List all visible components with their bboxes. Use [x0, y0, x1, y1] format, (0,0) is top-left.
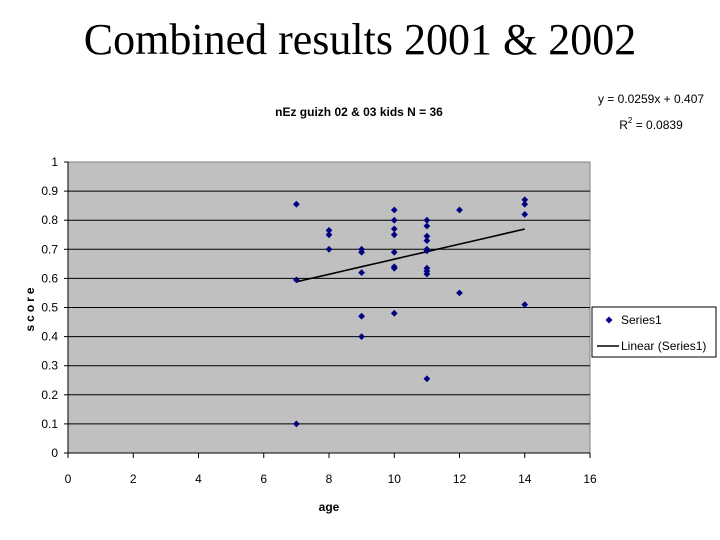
- data-point: [521, 200, 529, 208]
- r-squared-label: R2 = 0.0839: [619, 116, 683, 132]
- data-point: [521, 211, 529, 218]
- x-tick-label: 6: [260, 472, 267, 486]
- data-point: [423, 237, 431, 244]
- data-point: [325, 231, 333, 239]
- y-tick-label: 0: [51, 446, 58, 460]
- data-point: [423, 216, 431, 224]
- r-squared-superscript: 2: [628, 116, 633, 125]
- data-point: [390, 216, 398, 224]
- data-point: [423, 270, 431, 278]
- data-point: [358, 333, 365, 340]
- gridlines: [68, 190, 590, 425]
- x-tick-label: 12: [453, 472, 467, 486]
- chart-title: nEz guizh 02 & 03 kids N = 36: [275, 105, 443, 119]
- y-tick-label: 0.2: [41, 388, 58, 402]
- data-point: [293, 420, 300, 428]
- y-tick-label: 1: [51, 155, 58, 169]
- data-point: [325, 227, 333, 234]
- data-point: [423, 222, 431, 230]
- data-point: [423, 375, 431, 383]
- data-point: [521, 196, 529, 204]
- y-axis-label: score: [23, 284, 37, 331]
- x-tick-label: 0: [65, 472, 72, 486]
- x-axis-label: age: [319, 500, 340, 514]
- data-point: [390, 248, 398, 256]
- y-tick-label: 0.1: [41, 417, 58, 431]
- data-point: [390, 225, 398, 233]
- legend-box: [591, 306, 717, 358]
- y-tick-label: 0.7: [41, 242, 58, 256]
- data-point: [358, 248, 365, 256]
- legend: Series1 Linear (Series1): [591, 306, 717, 358]
- y-tick-label: 0.6: [41, 271, 58, 285]
- data-point: [423, 232, 431, 240]
- trendline: [296, 228, 525, 283]
- trendline-layer: [296, 228, 525, 283]
- x-tick-label: 8: [326, 472, 333, 486]
- legend-label-series1: Series1: [621, 313, 662, 327]
- data-point: [293, 200, 300, 208]
- x-tick-label: 4: [195, 472, 202, 486]
- data-point: [358, 312, 365, 320]
- r-squared-symbol: R: [619, 118, 628, 132]
- data-point: [390, 264, 398, 272]
- x-tick-label: 2: [130, 472, 137, 486]
- legend-marker-series1: [605, 316, 613, 324]
- y-tick-label: 0.4: [41, 330, 58, 344]
- slide-title: Combined results 2001 & 2002: [83, 15, 637, 64]
- y-tick-label: 0.9: [41, 184, 58, 198]
- data-point: [456, 206, 463, 214]
- y-tick-labels: 0 0.1 0.2 0.3 0.4 0.5 0.6 0.7 0.8 0.9 1: [41, 155, 58, 460]
- points-layer: [293, 196, 529, 428]
- x-tick-label: 14: [518, 472, 532, 486]
- data-point: [325, 245, 333, 253]
- data-point: [423, 247, 431, 255]
- y-tick-label: 0.8: [41, 213, 58, 227]
- x-tick-label: 10: [388, 472, 402, 486]
- data-point: [390, 309, 398, 317]
- axes-layer: [64, 161, 591, 458]
- r-squared-value: = 0.0839: [632, 118, 683, 132]
- y-tick-label: 0.5: [41, 301, 58, 315]
- legend-label-linear: Linear (Series1): [621, 339, 706, 353]
- data-point: [358, 269, 365, 276]
- data-point: [521, 301, 529, 308]
- y-tick-label: 0.3: [41, 359, 58, 373]
- trendline-equation: y = 0.0259x + 0.407: [598, 92, 704, 106]
- data-point: [456, 289, 463, 297]
- data-point: [293, 276, 300, 284]
- x-tick-label: 16: [583, 472, 597, 486]
- x-tick-labels: 0 2 4 6 8 10 12 14 16: [65, 472, 597, 486]
- data-point: [390, 231, 398, 239]
- data-point: [390, 206, 398, 214]
